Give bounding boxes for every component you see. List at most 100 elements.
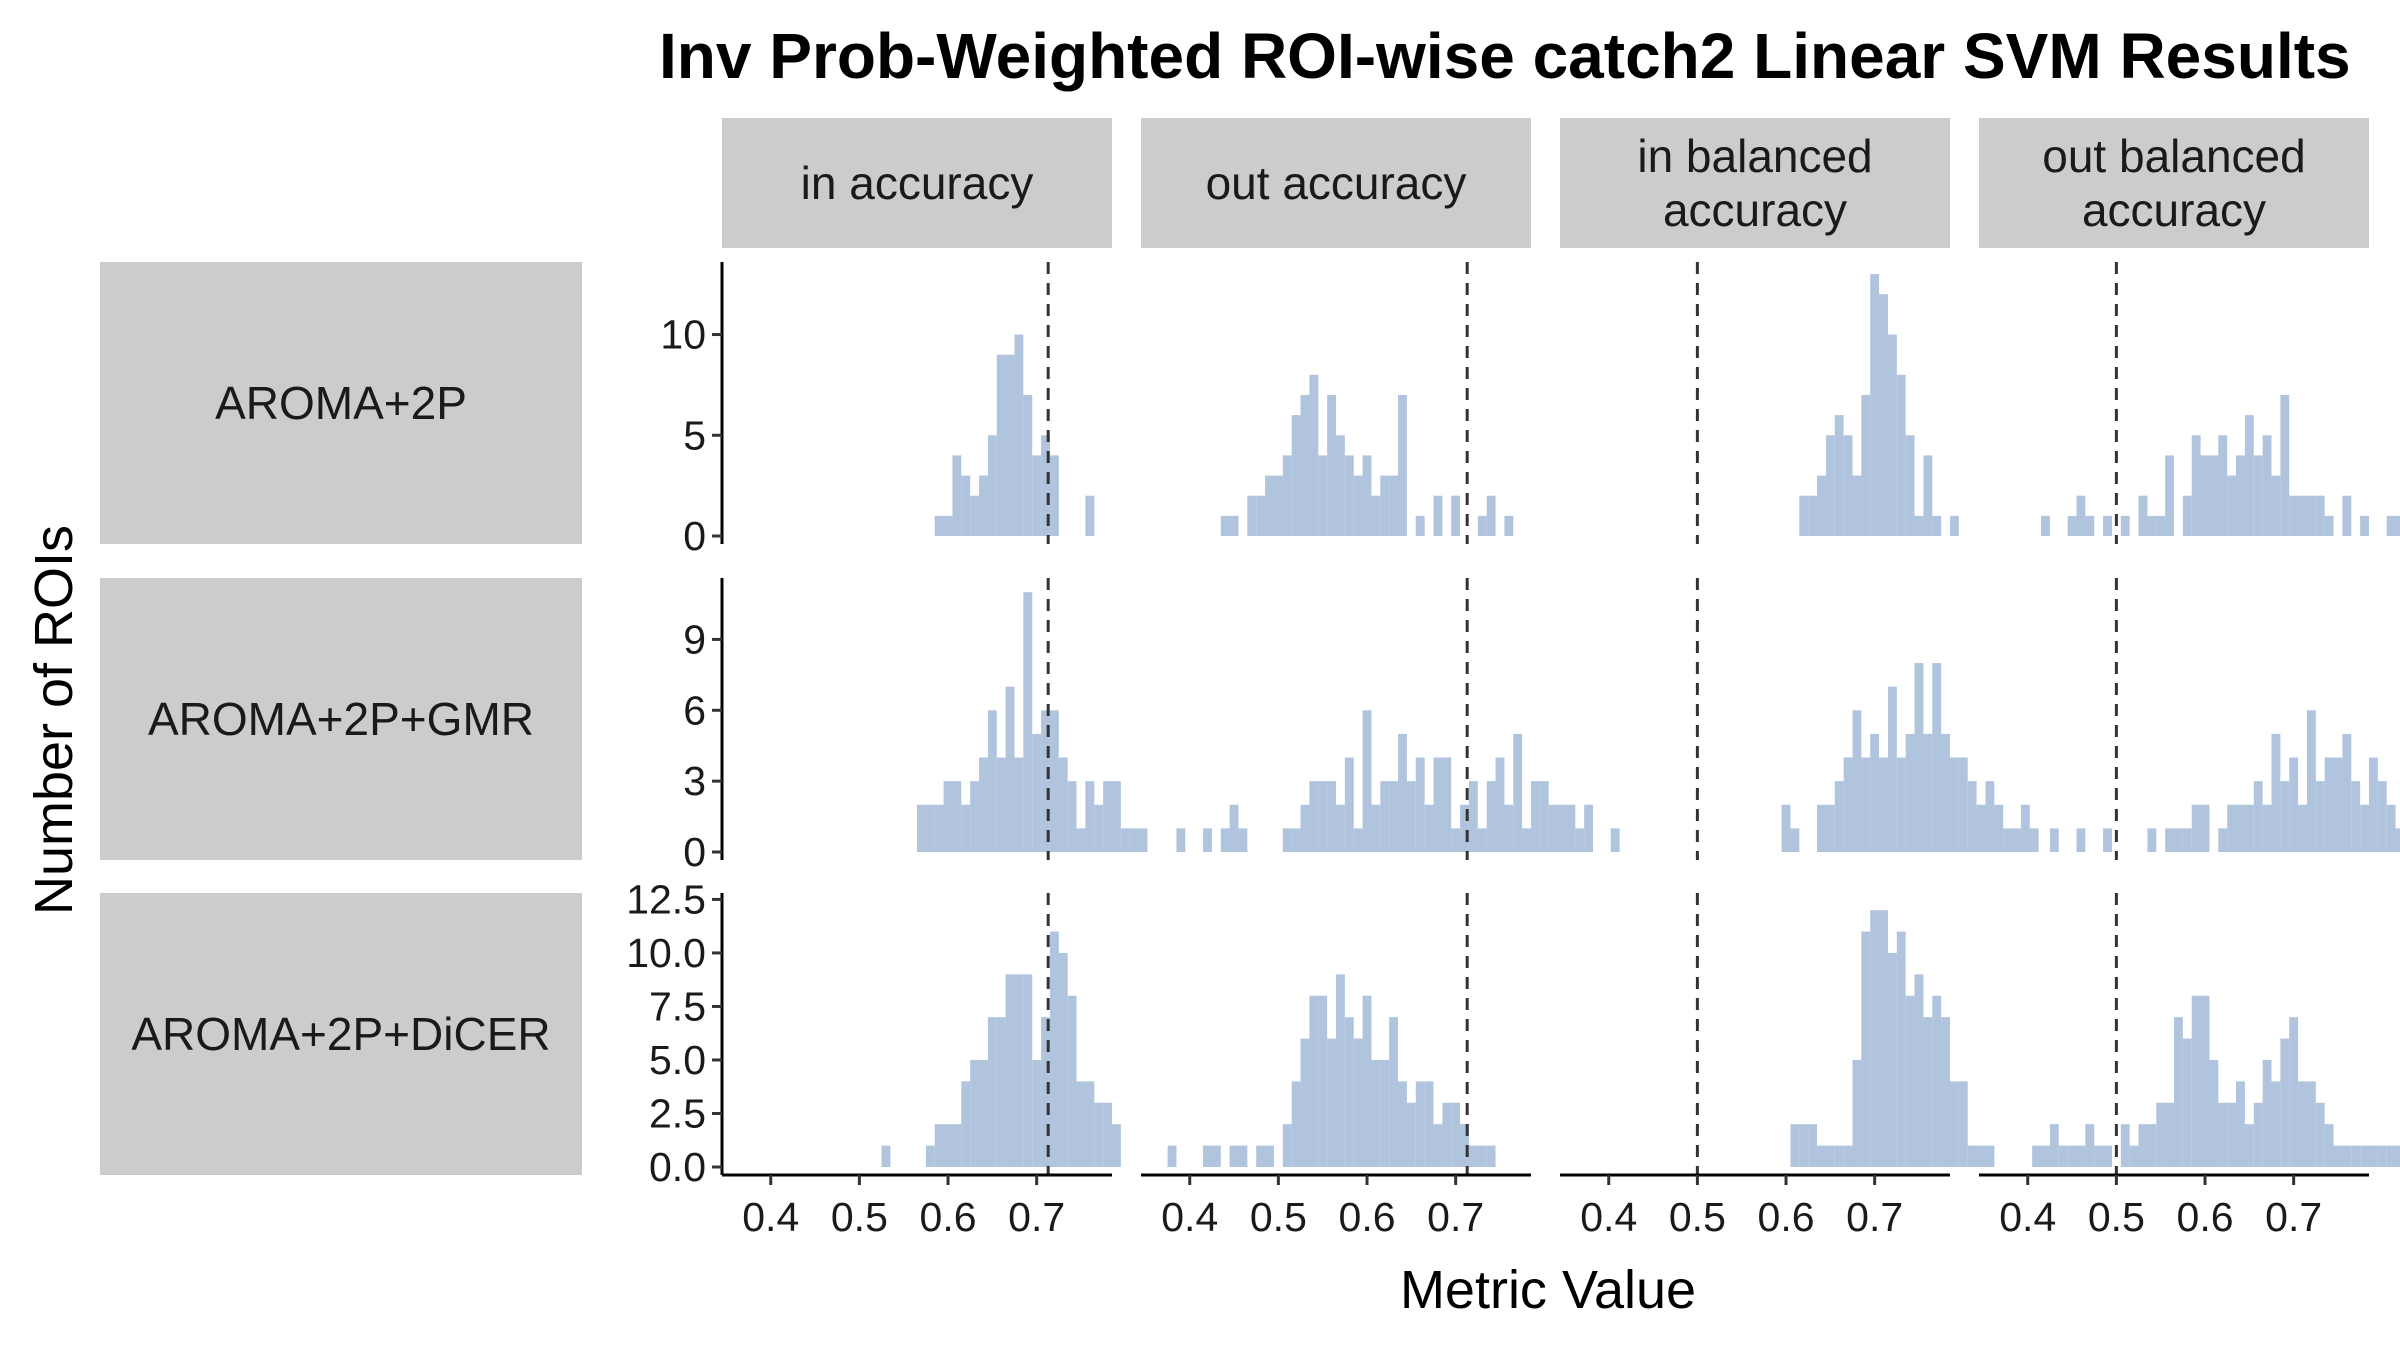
histogram-bar: [1327, 781, 1336, 852]
histogram-bar: [943, 515, 953, 536]
histogram-bar: [1318, 995, 1328, 1167]
histogram-bar: [2236, 1081, 2245, 1167]
histogram-bar: [1085, 781, 1095, 852]
histogram-bar: [2333, 757, 2343, 852]
histogram-bar: [943, 781, 953, 852]
histogram-bar: [1843, 435, 1853, 536]
histogram-bar: [1923, 733, 1933, 852]
histogram-bar: [1406, 781, 1416, 852]
x-tick-label: 0.6: [1339, 1194, 1396, 1240]
column-strip-1: [1141, 118, 1531, 248]
histogram-bar: [2262, 1059, 2272, 1167]
chart-title: Inv Prob-Weighted ROI-wise catch2 Linear…: [659, 20, 2351, 92]
column-strip-label: in balanced: [1637, 130, 1872, 182]
row-strip-1: [100, 578, 582, 860]
histogram-panels: [881, 262, 2400, 1175]
histogram-bar: [1460, 804, 1469, 852]
histogram-bar: [2067, 1145, 2077, 1167]
histogram-bar: [1870, 910, 1880, 1167]
histogram-bar: [1808, 1124, 1818, 1167]
histogram-bar: [1504, 804, 1514, 852]
x-tick-label: 0.4: [742, 1194, 799, 1240]
histogram-bar: [1120, 828, 1130, 852]
histogram-bar: [1229, 804, 1239, 852]
histogram-bar: [2253, 1102, 2263, 1167]
x-tick-label: 0.6: [920, 1194, 977, 1240]
histogram-bar: [1477, 1145, 1487, 1167]
histogram-bar: [2262, 435, 2272, 536]
histogram-bar: [1896, 374, 1906, 536]
histogram-bar: [2253, 781, 2263, 852]
histogram-bar: [2058, 1145, 2068, 1167]
histogram-bar: [1229, 515, 1239, 536]
histogram-bar: [2280, 394, 2290, 536]
histogram-bar: [2103, 515, 2112, 536]
histogram-bar: [2209, 455, 2219, 536]
histogram-bar: [2306, 710, 2316, 852]
histogram-bar: [1203, 828, 1212, 852]
histogram-bar: [2298, 495, 2307, 536]
histogram-bar: [1344, 455, 1354, 536]
histogram-bar: [1914, 515, 1924, 536]
histogram-bar: [1852, 710, 1862, 852]
histogram-bar: [1870, 274, 1880, 536]
histogram-bar: [1914, 663, 1924, 852]
histogram-bar: [1300, 804, 1310, 852]
histogram-bar: [1486, 1145, 1496, 1167]
x-tick-label: 0.7: [1846, 1194, 1903, 1240]
histogram-bar: [1967, 1145, 1977, 1167]
histogram-bar: [1468, 781, 1478, 852]
histogram-bar: [2289, 495, 2299, 536]
histogram-bar: [1460, 1124, 1469, 1167]
histogram-bar: [2227, 804, 2237, 852]
x-axis-title: Metric Value: [1400, 1260, 1696, 1320]
histogram-bar: [2236, 455, 2245, 536]
histogram-bar: [1336, 435, 1345, 536]
histogram-bar: [1049, 710, 1059, 852]
histogram-bar: [970, 781, 980, 852]
histogram-bar: [1300, 1038, 1310, 1167]
row-strips: AROMA+2P AROMA+2P+GMR AROMA+2P+DiCER: [100, 262, 582, 1175]
histogram-bar: [1433, 1124, 1443, 1167]
histogram-bar: [1014, 974, 1024, 1167]
histogram-bar: [1504, 515, 1514, 536]
y-tick-label: 7.5: [649, 983, 706, 1029]
histogram-bar: [1843, 757, 1853, 852]
column-strip-label: out balanced: [2042, 130, 2305, 182]
histogram-bar: [1932, 663, 1942, 852]
histogram-bar: [1014, 757, 1024, 852]
x-tick-label: 0.7: [1427, 1194, 1484, 1240]
histogram-bar: [1256, 495, 1266, 536]
histogram-bar: [1557, 804, 1567, 852]
histogram-bar: [1905, 435, 1915, 536]
histogram-bar: [2271, 1081, 2281, 1167]
histogram-bar: [2395, 1145, 2400, 1167]
x-tick-label: 0.5: [2088, 1194, 2145, 1240]
histogram-bar: [996, 354, 1006, 536]
histogram-bar: [2165, 828, 2174, 852]
histogram-bar: [2020, 804, 2030, 852]
histogram-bar: [1825, 1145, 1835, 1167]
row-strip-2: [100, 893, 582, 1175]
histogram-bar: [952, 1124, 962, 1167]
histogram-bar: [2306, 495, 2316, 536]
histogram-bar: [1076, 1081, 1086, 1167]
histogram-bar: [1085, 495, 1095, 536]
histogram-bar: [1398, 394, 1407, 536]
histogram-bar: [1825, 435, 1835, 536]
histogram-bar: [2076, 1145, 2086, 1167]
histogram-bar: [952, 455, 962, 536]
histogram-bar: [2360, 515, 2369, 536]
histogram-bar: [934, 804, 944, 852]
histogram-bar: [1950, 757, 1959, 852]
histogram-bar: [1834, 781, 1844, 852]
histogram-bar: [2262, 804, 2272, 852]
y-tick-label: 0.0: [649, 1144, 706, 1190]
histogram-bar: [1424, 1081, 1434, 1167]
histogram-bar: [1256, 1145, 1266, 1167]
histogram-bar: [1103, 781, 1112, 852]
histogram-bar: [917, 804, 926, 852]
row-strip-label: AROMA+2P: [215, 377, 467, 429]
x-tick-label: 0.5: [1669, 1194, 1726, 1240]
histogram-bar: [1094, 804, 1104, 852]
